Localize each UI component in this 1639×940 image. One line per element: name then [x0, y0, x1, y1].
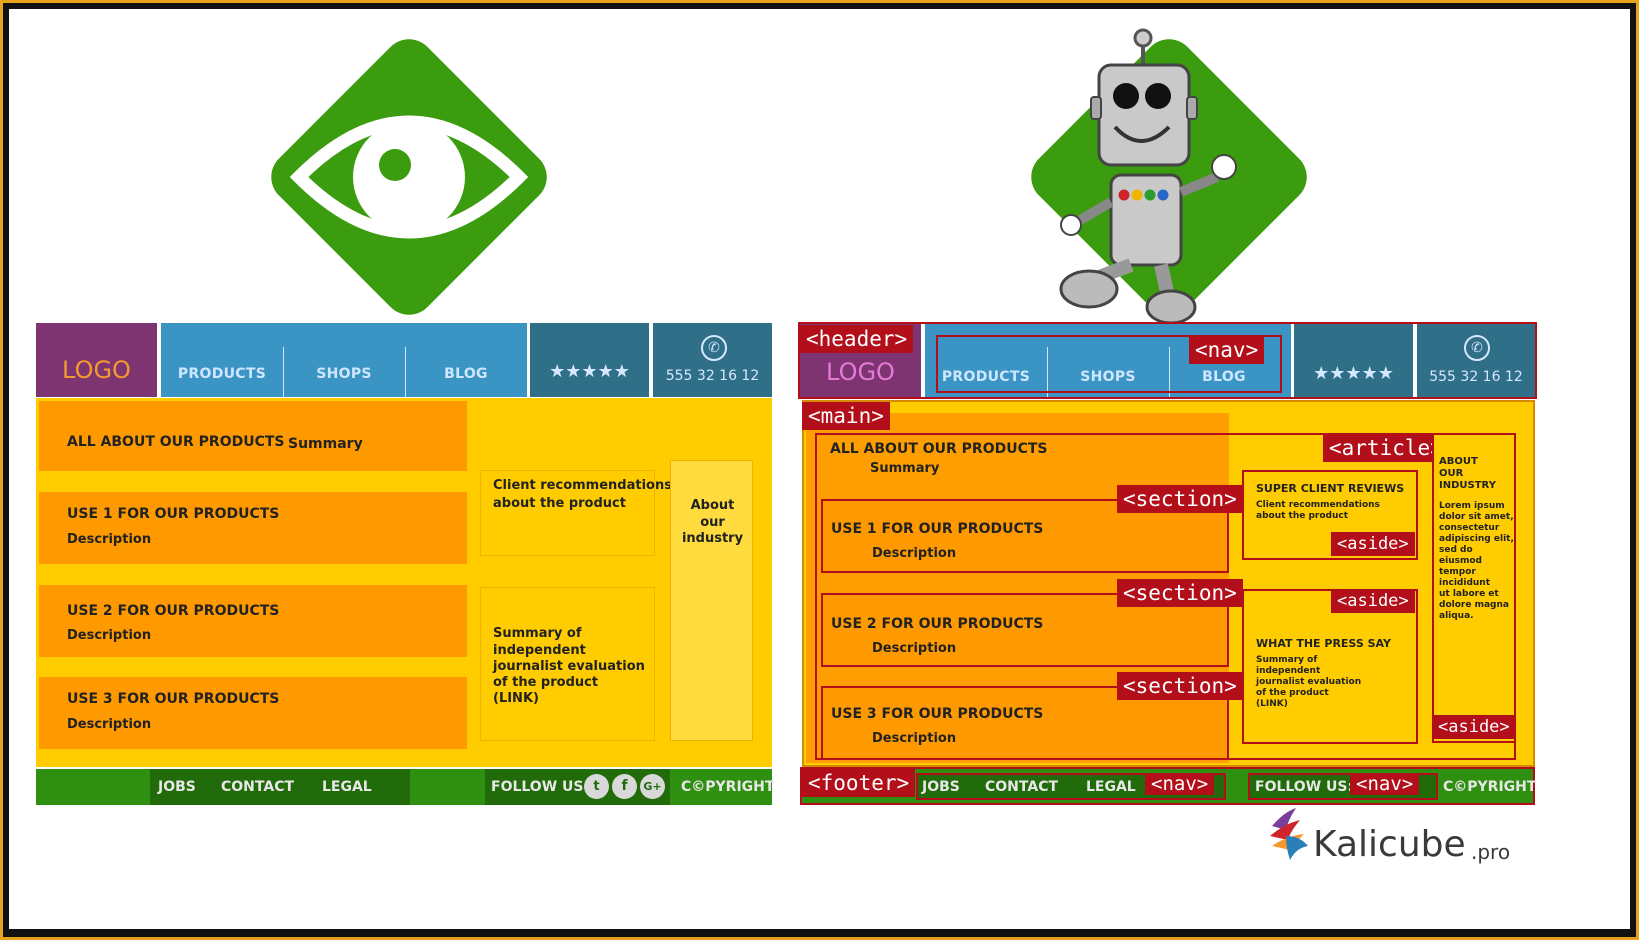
right-nav-shops[interactable]: SHOPS	[1080, 369, 1136, 385]
right-phone-number: 555 32 16 12	[1429, 369, 1523, 385]
right-logo-text: LOGO	[826, 358, 895, 386]
brand-suffix: .pro	[1471, 840, 1511, 864]
left-logo-text: LOGO	[62, 356, 131, 384]
left-footer-copyright: C©PYRIGHT	[681, 779, 775, 795]
aside-2-tag: <aside>	[1331, 589, 1415, 613]
left-section-2: USE 2 FOR OUR PRODUCTS Description	[39, 585, 467, 657]
article-tag: <article>	[1323, 434, 1449, 462]
section-2-tag: <section>	[1117, 579, 1243, 607]
right-footer-jobs[interactable]: JOBS	[922, 779, 960, 795]
right-section-1: USE 1 FOR OUR PRODUCTS Description	[821, 499, 1229, 573]
header-outline	[798, 322, 1537, 399]
kalicube-bird-icon	[1270, 808, 1308, 860]
right-footer-copyright: C©PYRIGHT	[1443, 779, 1537, 795]
section-3-tag: <section>	[1117, 672, 1243, 700]
left-aside-industry: About our industry	[670, 460, 753, 741]
left-rating-box: ★★★★★	[530, 323, 649, 397]
left-phone-icon: ✆	[701, 335, 727, 361]
left-phone-box: ✆ 555 32 16 12	[653, 323, 772, 397]
footer-nav-tag-2: <nav>	[1350, 773, 1420, 795]
left-logo-box: LOGO	[36, 323, 157, 397]
left-facebook-icon[interactable]: f	[612, 774, 637, 799]
footer-nav-tag-1: <nav>	[1145, 773, 1215, 795]
right-aside-reviews: SUPER CLIENT REVIEWS Client recommendati…	[1242, 470, 1418, 560]
left-footer-jobs[interactable]: JOBS	[158, 779, 196, 795]
left-nav-products[interactable]: PRODUCTS	[177, 366, 267, 382]
left-aside-press: Summary of independent journalist evalua…	[480, 587, 655, 741]
right-footer-legal[interactable]: LEGAL	[1086, 779, 1136, 795]
left-phone-number: 555 32 16 12	[665, 368, 760, 384]
aside-1-tag: <aside>	[1331, 532, 1415, 556]
left-footer-follow: FOLLOW US:	[491, 779, 590, 795]
left-section-1: USE 1 FOR OUR PRODUCTS Description	[39, 492, 467, 564]
right-nav-products[interactable]: PRODUCTS	[941, 369, 1031, 385]
left-google-plus-icon[interactable]: G+	[640, 774, 665, 799]
brand-name: Kalicube	[1313, 824, 1466, 865]
main-tag: <main>	[802, 402, 890, 430]
right-stars-icon: ★★★★★	[1313, 363, 1394, 384]
right-section-0-title: ALL ABOUT OUR PRODUCTS	[830, 441, 1048, 457]
aside-3-tag: <aside>	[1432, 715, 1516, 739]
right-rating-box: ★★★★★	[1294, 323, 1413, 397]
diagram-canvas: LOGO PRODUCTS SHOPS BLOG ★★★★★ ✆ 555 32 …	[9, 9, 1630, 929]
right-phone-box: ✆ 555 32 16 12	[1417, 323, 1535, 397]
section-1-tag: <section>	[1117, 485, 1243, 513]
right-phone-icon: ✆	[1464, 335, 1490, 361]
header-tag: <header>	[800, 325, 914, 353]
left-footer-legal[interactable]: LEGAL	[322, 779, 372, 795]
left-nav-shops[interactable]: SHOPS	[316, 366, 372, 382]
left-twitter-icon[interactable]: t	[584, 774, 609, 799]
left-nav-blog[interactable]: BLOG	[444, 366, 488, 382]
right-footer-contact[interactable]: CONTACT	[985, 779, 1059, 795]
header-nav-tag: <nav>	[1189, 336, 1265, 364]
right-aside-industry: ABOUT OUR INDUSTRY Lorem ipsum dolor sit…	[1432, 433, 1516, 743]
right-aside-press: WHAT THE PRESS SAY Summary of independen…	[1242, 589, 1418, 744]
left-aside-reviews: Client recommendations about the product	[480, 470, 672, 556]
footer-tag: <footer>	[802, 769, 916, 797]
left-stars-icon: ★★★★★	[549, 361, 630, 382]
left-footer-contact[interactable]: CONTACT	[221, 779, 295, 795]
left-section-3: USE 3 FOR OUR PRODUCTS Description	[39, 677, 467, 749]
eye-icon	[271, 39, 547, 315]
left-footer: JOBS CONTACT LEGAL FOLLOW US: t f G+ C©P…	[36, 769, 775, 805]
robot-mascot-icon	[1031, 28, 1307, 325]
nav-outline	[936, 335, 1282, 393]
right-section-0-sub: Summary	[870, 461, 940, 476]
left-section-0: ALL ABOUT OUR PRODUCTS Summary	[39, 401, 467, 471]
right-footer-follow: FOLLOW US:	[1255, 779, 1354, 795]
right-nav-blog[interactable]: BLOG	[1202, 369, 1246, 385]
left-nav: PRODUCTS SHOPS BLOG	[161, 323, 527, 397]
